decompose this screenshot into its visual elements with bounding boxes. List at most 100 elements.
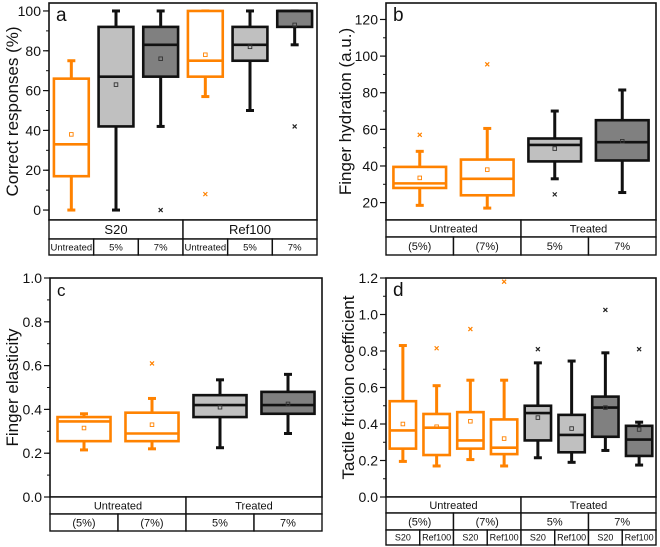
outlier-marker — [501, 279, 507, 285]
category-label: S20 — [530, 533, 546, 543]
box-iqr — [459, 158, 515, 197]
box-plot-3 — [141, 9, 180, 213]
category-label: 5% — [109, 242, 123, 253]
mean-marker — [501, 436, 507, 441]
y-tick-label: 80 — [25, 43, 41, 59]
category-label: Untreated — [184, 242, 226, 253]
y-tick-label: 120 — [355, 11, 379, 27]
mean-marker — [468, 419, 473, 424]
mean-marker — [569, 426, 574, 431]
panel-a: 0 20 40 60 80 100 Correct responses (%) a S20 Ref… — [3, 2, 318, 256]
y-tick-label: 0.4 — [359, 416, 379, 432]
mean-marker — [247, 44, 253, 50]
box-plot-5 — [231, 9, 269, 113]
box-iqr — [455, 410, 485, 450]
y-tick-label: 0.6 — [359, 380, 379, 396]
box-iqr — [186, 9, 225, 78]
panel-label: a — [56, 5, 67, 26]
category-label: S20 — [597, 533, 613, 543]
category-label: Ref100 — [557, 533, 586, 543]
box-iqr — [388, 399, 418, 450]
category-label: Treated — [570, 223, 608, 235]
y-tick-label: 20 — [25, 162, 41, 178]
outlier-marker — [552, 191, 558, 197]
box-plot-4 — [260, 372, 316, 435]
category-label: 7% — [614, 516, 630, 528]
plot-frame — [49, 277, 323, 498]
y-axis-title: Finger hydration (a.u.) — [336, 28, 355, 195]
category-label: S20 — [395, 533, 411, 543]
category-label: Untreated — [94, 500, 142, 512]
box-iqr — [392, 165, 448, 190]
category-label: 5% — [547, 516, 563, 528]
mean-marker — [552, 146, 558, 151]
mean-marker — [535, 415, 541, 420]
box-iqr — [141, 25, 180, 78]
y-tick-label: 100 — [18, 3, 42, 19]
category-label: (5%) — [408, 516, 431, 528]
category-cell — [621, 529, 657, 546]
panel-label: c — [57, 281, 66, 300]
category-label: (5%) — [408, 241, 431, 253]
category-label: Treated — [235, 500, 273, 512]
outlier-marker — [202, 191, 208, 197]
box-iqr — [422, 412, 452, 457]
box-plot-2 — [422, 345, 452, 468]
y-tick-label: 0.8 — [23, 314, 43, 330]
category-label: (7%) — [140, 517, 163, 529]
y-tick-label: 40 — [362, 158, 378, 174]
y-tick-label: 60 — [362, 121, 378, 137]
box-plot-2 — [97, 9, 135, 212]
y-axis-title: Tactile friction coefficient — [339, 295, 358, 479]
box-iqr — [557, 413, 587, 454]
category-cell — [253, 513, 323, 532]
category-label: 7% — [288, 242, 302, 253]
category-label: Ref100 — [490, 533, 519, 543]
y-tick-label: 0.0 — [23, 489, 43, 505]
box-plot-6 — [557, 359, 587, 464]
y-tick-label: 0.4 — [23, 401, 43, 417]
box-plot-4 — [186, 9, 225, 197]
y-tick-label: 0 — [33, 202, 41, 218]
box-iqr — [523, 404, 553, 442]
mean-marker — [158, 56, 163, 61]
box-iqr — [594, 118, 650, 162]
box-iqr — [624, 424, 654, 458]
mean-marker — [636, 427, 642, 432]
y-tick-label: 0.2 — [23, 445, 43, 461]
box-plot-3 — [527, 109, 583, 197]
category-label: (7%) — [476, 516, 499, 528]
category-label: 7% — [280, 517, 296, 529]
outlier-marker — [292, 124, 298, 129]
mean-marker — [203, 52, 208, 58]
box-plot-4 — [489, 279, 519, 468]
category-label: S20 — [462, 533, 478, 543]
mean-marker — [292, 22, 297, 28]
outlier-marker — [484, 61, 490, 67]
category-label: Ref100 — [422, 533, 451, 543]
mean-marker — [603, 405, 608, 410]
outlier-marker — [417, 132, 423, 138]
mean-marker — [417, 175, 423, 181]
category-label: 7% — [614, 241, 630, 253]
box-plot-3 — [192, 378, 248, 450]
mean-marker — [81, 425, 87, 431]
y-tick-label: 0.2 — [359, 453, 379, 469]
category-cell — [271, 238, 318, 256]
category-label: 5% — [243, 242, 257, 253]
box-plot-1 — [52, 59, 91, 212]
panel-c: 0.0 0.2 0.4 0.6 0.8 1.0 Finger elasticity c Untr… — [3, 270, 323, 532]
mean-marker — [113, 82, 119, 87]
plot-frame — [385, 277, 657, 498]
box-plot-7 — [590, 307, 620, 452]
mean-marker — [400, 421, 406, 427]
category-label: Untreated — [429, 500, 477, 512]
category-label: 7% — [154, 242, 168, 253]
category-label: (5%) — [72, 517, 95, 529]
y-tick-label: 1.0 — [23, 270, 43, 286]
y-tick-label: 60 — [25, 83, 41, 99]
outlier-marker — [158, 207, 164, 213]
panel-label: b — [393, 5, 404, 26]
category-label: Ref100 — [625, 533, 654, 543]
